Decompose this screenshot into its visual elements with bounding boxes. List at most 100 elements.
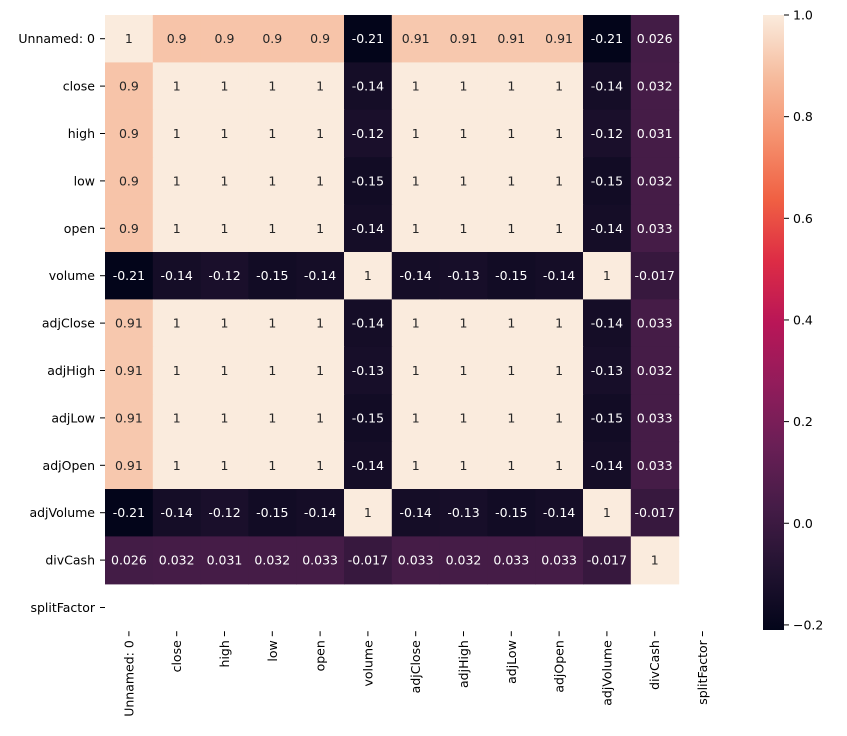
cell-value-label: 0.9 — [119, 173, 139, 188]
cell-value-label: 1 — [460, 458, 468, 473]
cell-value-label: 1 — [316, 79, 324, 94]
cell-value-label: -0.14 — [304, 268, 336, 283]
x-axis: Unnamed: 0 close high low open volume adjClose… — [121, 631, 710, 717]
cell-value-label: 1 — [316, 126, 324, 141]
cell-value-label: -0.14 — [543, 268, 575, 283]
colorbar-tick-label: 0.6 — [793, 211, 813, 226]
cell-value-label: 1 — [412, 410, 420, 425]
cell-value-label: 1 — [268, 173, 276, 188]
cell-value-label: 0.032 — [637, 79, 673, 94]
x-tick-label: adjVolume — [599, 640, 614, 706]
cell-value-label: 1 — [555, 221, 563, 236]
cell-value-label: 1 — [555, 410, 563, 425]
cell-value-label: -0.21 — [352, 31, 384, 46]
cell-value-label: 1 — [316, 173, 324, 188]
y-tick-label: close — [63, 79, 96, 94]
cell-value-label: 0.032 — [637, 173, 673, 188]
cell-value-label: -0.15 — [352, 173, 384, 188]
x-tick-label: divCash — [647, 640, 662, 690]
cell-value-label: 1 — [221, 173, 229, 188]
cell-value-label: 0.033 — [398, 553, 434, 568]
cell-value-label: 1 — [555, 173, 563, 188]
y-tick-label: adjVolume — [29, 505, 95, 520]
cell-value-label: -0.21 — [113, 505, 145, 520]
cell-value-label: 1 — [316, 363, 324, 378]
cell-value-label: 0.031 — [637, 126, 673, 141]
y-tick-label: volume — [49, 268, 96, 283]
cell-value-label: -0.14 — [400, 268, 432, 283]
cell-value-label: 1 — [173, 316, 181, 331]
cell-value-label: 1 — [603, 505, 611, 520]
cell-value-label: -0.017 — [635, 505, 675, 520]
x-tick-label: close — [169, 640, 184, 673]
heatmap-cells — [105, 15, 679, 584]
x-tick-label: open — [313, 640, 328, 671]
cell-value-label: 1 — [221, 458, 229, 473]
cell-value-label: -0.12 — [208, 268, 240, 283]
cell-value-label: 0.9 — [119, 126, 139, 141]
cell-value-label: -0.15 — [495, 505, 527, 520]
cell-value-label: 0.033 — [302, 553, 338, 568]
colorbar-tick-label: 0.2 — [793, 414, 813, 429]
cell-value-label: 0.91 — [402, 31, 430, 46]
y-tick-label: adjLow — [51, 410, 95, 425]
cell-value-label: -0.21 — [591, 31, 623, 46]
cell-value-label: 0.91 — [450, 31, 478, 46]
cell-value-label: 1 — [460, 410, 468, 425]
cell-value-label: 1 — [555, 458, 563, 473]
cell-value-label: 0.033 — [637, 316, 673, 331]
cell-value-label: 0.9 — [215, 31, 235, 46]
cell-value-label: 1 — [316, 458, 324, 473]
cell-value-label: -0.12 — [591, 126, 623, 141]
cell-value-label: 1 — [316, 221, 324, 236]
cell-value-label: 1 — [555, 79, 563, 94]
cell-value-label: 1 — [173, 410, 181, 425]
cell-value-label: 1 — [460, 363, 468, 378]
cell-value-label: 0.033 — [493, 553, 529, 568]
cell-value-label: -0.13 — [447, 505, 479, 520]
cell-value-label: 0.033 — [541, 553, 577, 568]
cell-value-label: -0.14 — [591, 458, 623, 473]
cell-value-label: 1 — [173, 363, 181, 378]
cell-value-label: 0.9 — [119, 79, 139, 94]
colorbar-tick-label: 1.0 — [793, 8, 813, 23]
cell-value-label: 0.91 — [115, 410, 143, 425]
cell-value-label: 1 — [460, 126, 468, 141]
x-tick-label: low — [265, 640, 280, 661]
cell-value-label: 1 — [507, 410, 515, 425]
cell-value-label: 1 — [412, 221, 420, 236]
y-tick-label: adjOpen — [43, 458, 95, 473]
cell-value-label: -0.017 — [635, 268, 675, 283]
cell-value-label: 1 — [412, 458, 420, 473]
cell-value-label: 0.91 — [115, 316, 143, 331]
cell-value-label: 1 — [173, 458, 181, 473]
cell-value-label: 1 — [221, 79, 229, 94]
cell-value-label: 1 — [412, 173, 420, 188]
cell-value-label: -0.12 — [352, 126, 384, 141]
cell-value-label: 1 — [507, 363, 515, 378]
cell-value-label: 1 — [555, 316, 563, 331]
cell-value-label: -0.15 — [591, 410, 623, 425]
y-tick-label: adjHigh — [47, 363, 95, 378]
cell-value-label: 1 — [412, 126, 420, 141]
cell-value-label: 1 — [603, 268, 611, 283]
cell-value-label: 1 — [460, 316, 468, 331]
cell-value-label: 1 — [268, 410, 276, 425]
cell-value-label: 1 — [316, 410, 324, 425]
cell-value-label: -0.017 — [587, 553, 627, 568]
cell-value-label: -0.13 — [591, 363, 623, 378]
cell-value-label: -0.14 — [352, 316, 384, 331]
cell-value-label: -0.12 — [208, 505, 240, 520]
cell-value-label: -0.017 — [348, 553, 388, 568]
cell-value-label: 1 — [221, 410, 229, 425]
cell-value-label: -0.21 — [113, 268, 145, 283]
cell-value-label: 0.91 — [115, 363, 143, 378]
cell-value-label: -0.14 — [352, 79, 384, 94]
cell-value-label: -0.14 — [543, 505, 575, 520]
cell-value-label: 0.032 — [637, 363, 673, 378]
cell-value-label: 1 — [268, 79, 276, 94]
x-tick-label: adjHigh — [456, 640, 471, 688]
cell-value-label: -0.15 — [256, 505, 288, 520]
cell-value-label: 0.91 — [115, 458, 143, 473]
